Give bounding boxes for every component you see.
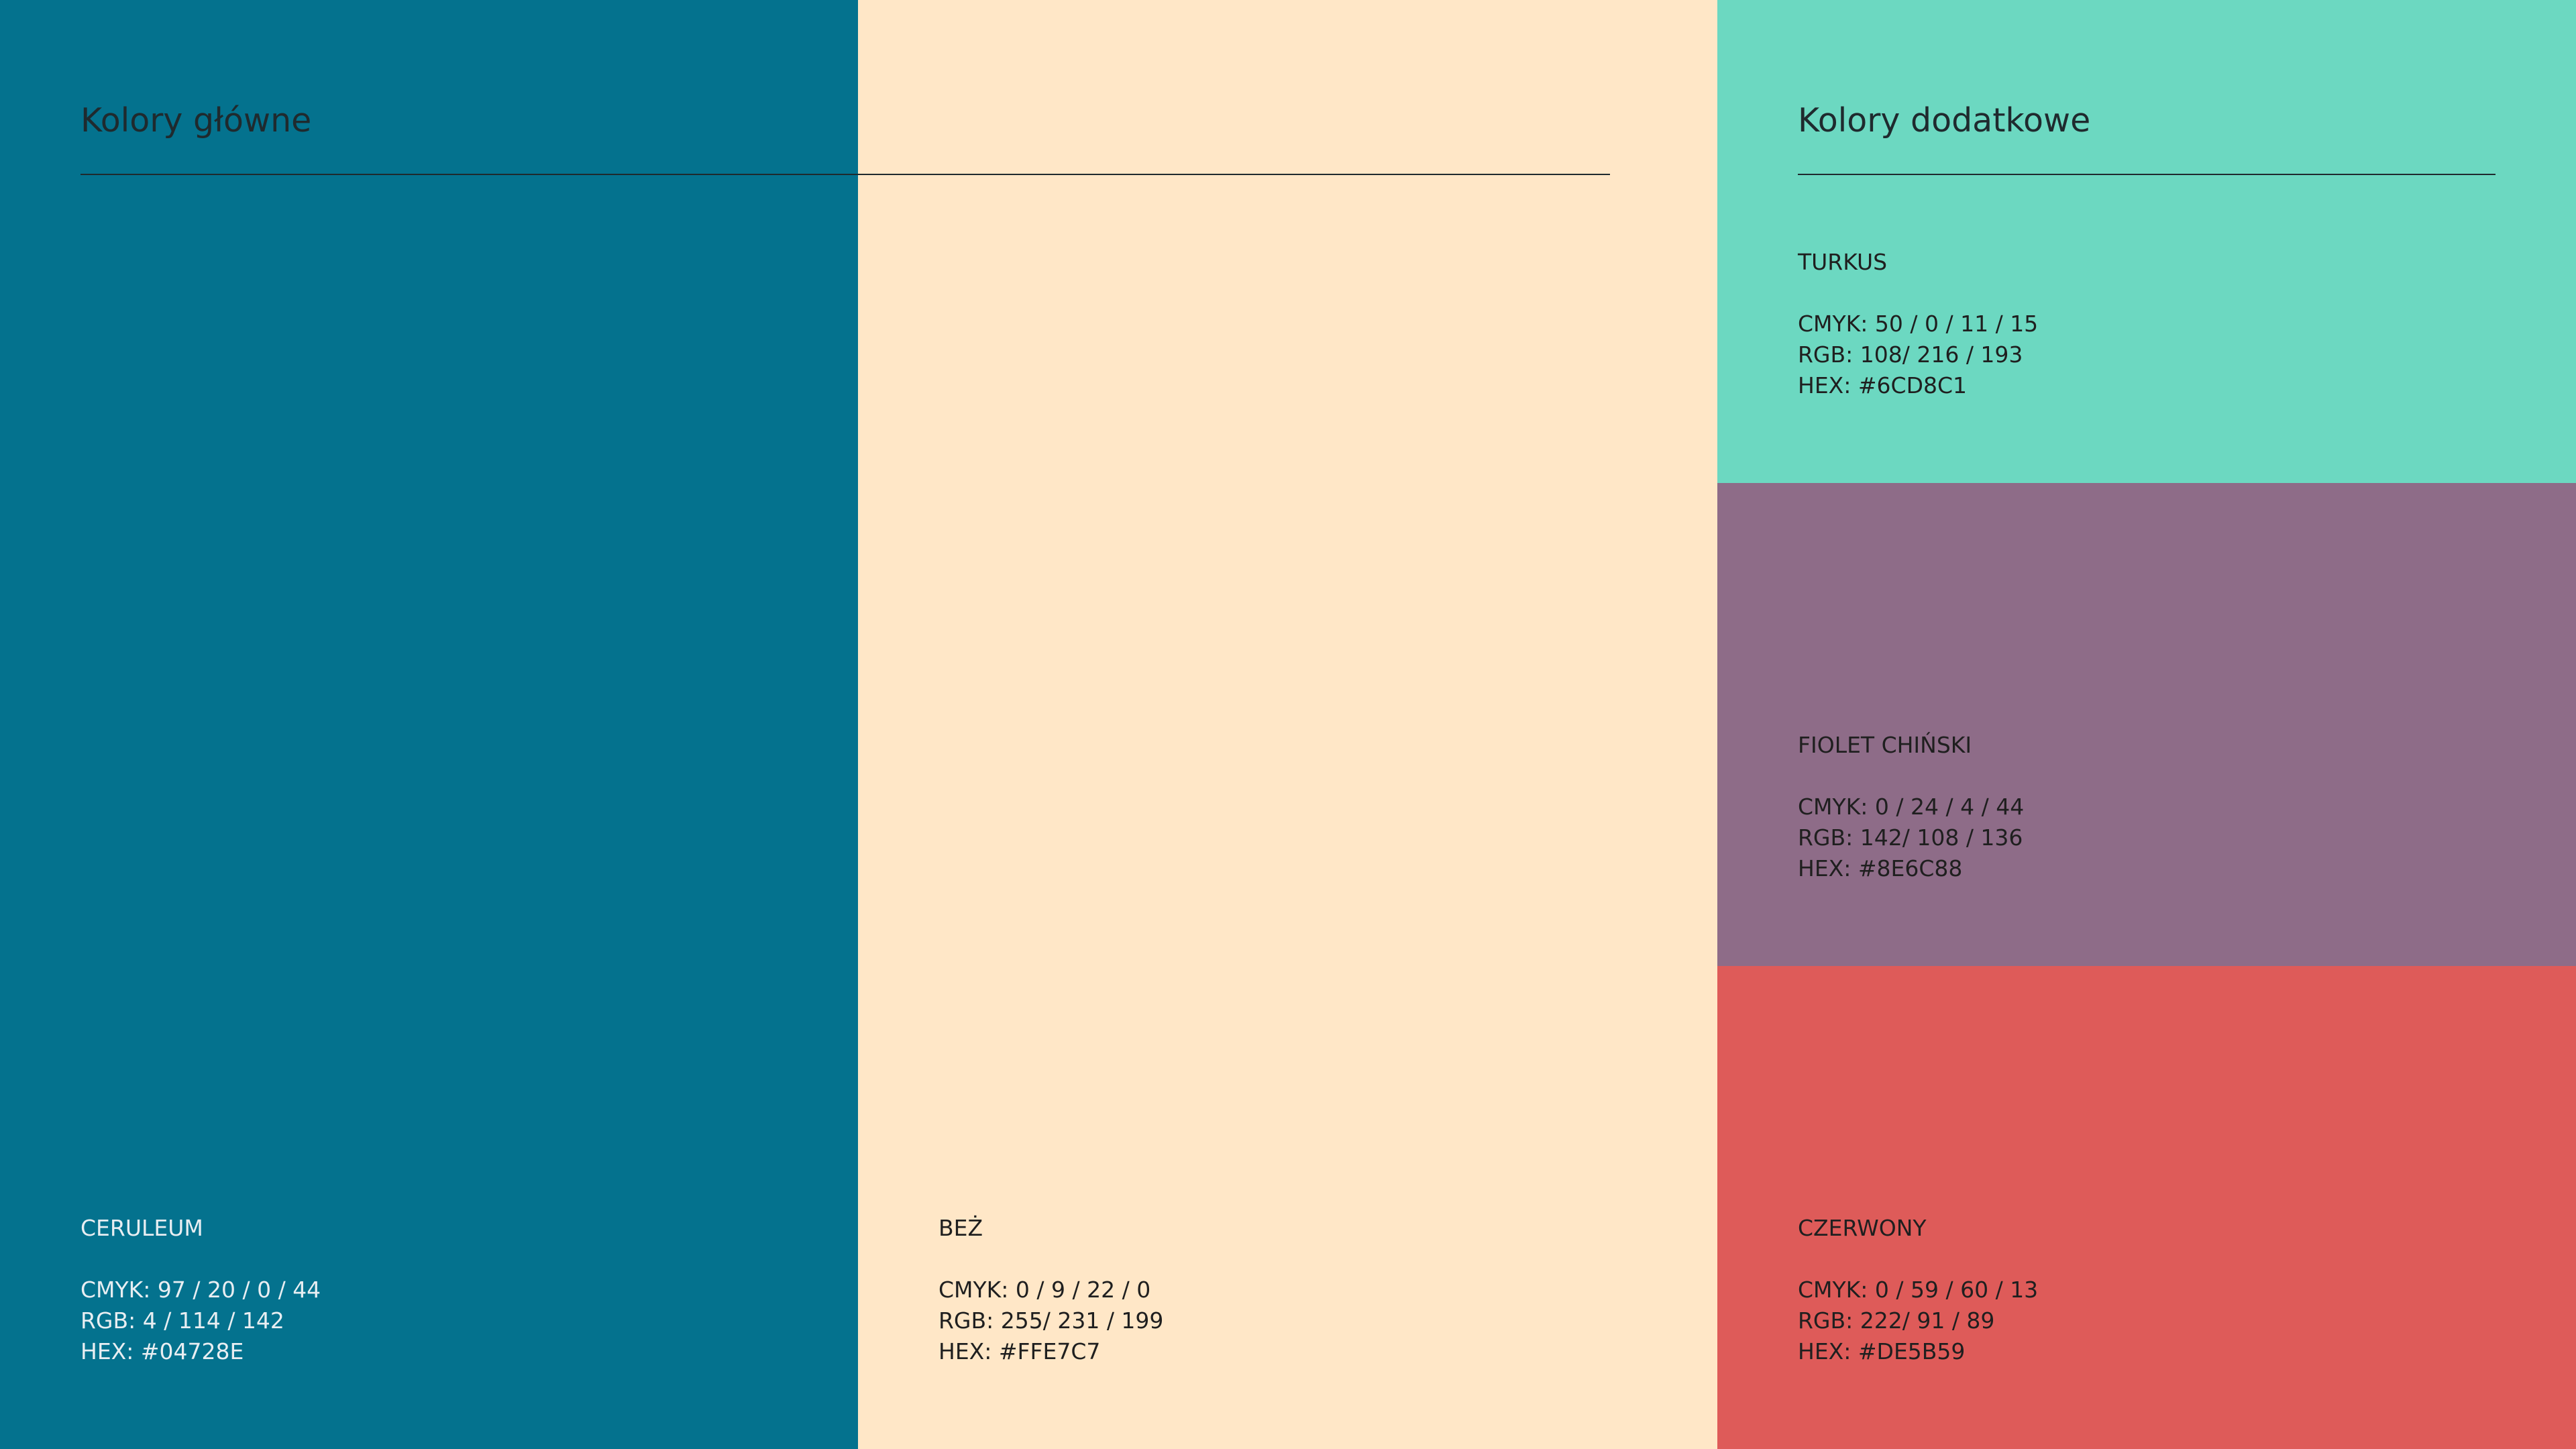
hex-value: HEX: #DE5B59: [1798, 1338, 1966, 1364]
color-name: CERULEUM: [80, 1215, 203, 1241]
hex-value: HEX: #6CD8C1: [1798, 372, 1968, 398]
swatch-info-bez: BEŻ CMYK: 0 / 9 / 22 / 0 RGB: 255/ 231 /…: [938, 1213, 1163, 1367]
rgb-value: RGB: 4 / 114 / 142: [80, 1307, 284, 1334]
main-colors-divider: [80, 174, 1610, 175]
hex-value: HEX: #04728E: [80, 1338, 244, 1364]
swatch-info-turkus: TURKUS CMYK: 50 / 0 / 11 / 15 RGB: 108/ …: [1798, 247, 2038, 401]
swatch-bez: BEŻ CMYK: 0 / 9 / 22 / 0 RGB: 255/ 231 /…: [858, 0, 1717, 1449]
cmyk-value: CMYK: 0 / 24 / 4 / 44: [1798, 794, 2025, 820]
swatch-info-fiolet-chinski: FIOLET CHIŃSKI CMYK: 0 / 24 / 4 / 44 RGB…: [1798, 730, 2024, 884]
swatch-fiolet-chinski: FIOLET CHIŃSKI CMYK: 0 / 24 / 4 / 44 RGB…: [1717, 483, 2576, 966]
swatch-info-ceruleum: CERULEUM CMYK: 97 / 20 / 0 / 44 RGB: 4 /…: [80, 1213, 321, 1367]
rgb-value: RGB: 142/ 108 / 136: [1798, 824, 2023, 851]
color-name: BEŻ: [938, 1215, 983, 1241]
main-colors-heading: Kolory główne: [80, 101, 312, 140]
color-name: TURKUS: [1798, 249, 1888, 275]
swatch-info-czerwony: CZERWONY CMYK: 0 / 59 / 60 / 13 RGB: 222…: [1798, 1213, 2038, 1367]
rgb-value: RGB: 255/ 231 / 199: [938, 1307, 1164, 1334]
color-name: CZERWONY: [1798, 1215, 1927, 1241]
swatch-ceruleum: CERULEUM CMYK: 97 / 20 / 0 / 44 RGB: 4 /…: [0, 0, 858, 1449]
hex-value: HEX: #8E6C88: [1798, 855, 1963, 881]
cmyk-value: CMYK: 50 / 0 / 11 / 15: [1798, 311, 2039, 337]
extra-colors-heading: Kolory dodatkowe: [1798, 101, 2091, 140]
extra-colors-divider: [1798, 174, 2496, 175]
cmyk-value: CMYK: 0 / 59 / 60 / 13: [1798, 1277, 2039, 1303]
swatch-turkus: TURKUS CMYK: 50 / 0 / 11 / 15 RGB: 108/ …: [1717, 0, 2576, 483]
cmyk-value: CMYK: 97 / 20 / 0 / 44: [80, 1277, 321, 1303]
cmyk-value: CMYK: 0 / 9 / 22 / 0: [938, 1277, 1151, 1303]
hex-value: HEX: #FFE7C7: [938, 1338, 1101, 1364]
rgb-value: RGB: 108/ 216 / 193: [1798, 341, 2023, 368]
color-name: FIOLET CHIŃSKI: [1798, 732, 1972, 758]
rgb-value: RGB: 222/ 91 / 89: [1798, 1307, 1995, 1334]
swatch-czerwony: CZERWONY CMYK: 0 / 59 / 60 / 13 RGB: 222…: [1717, 966, 2576, 1449]
